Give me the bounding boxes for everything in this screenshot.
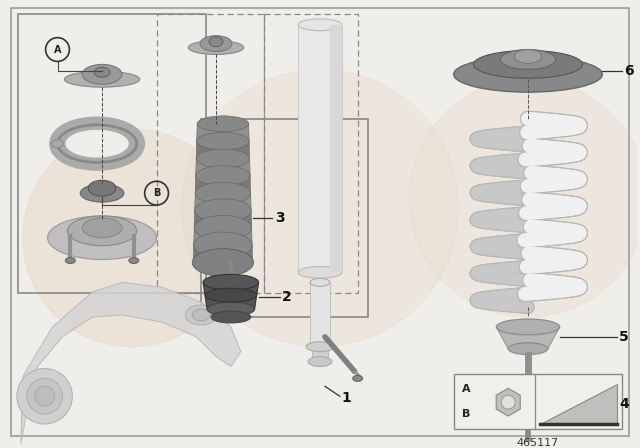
Ellipse shape bbox=[35, 386, 54, 406]
Polygon shape bbox=[195, 193, 251, 211]
Ellipse shape bbox=[200, 36, 232, 52]
Ellipse shape bbox=[65, 130, 129, 158]
Text: B: B bbox=[153, 188, 160, 198]
Ellipse shape bbox=[192, 309, 210, 321]
Ellipse shape bbox=[17, 369, 72, 424]
Polygon shape bbox=[496, 327, 560, 349]
Ellipse shape bbox=[195, 182, 251, 204]
Ellipse shape bbox=[52, 140, 63, 147]
Ellipse shape bbox=[67, 216, 137, 246]
Polygon shape bbox=[193, 245, 253, 263]
Ellipse shape bbox=[186, 305, 217, 325]
Ellipse shape bbox=[205, 288, 257, 302]
Ellipse shape bbox=[65, 258, 76, 263]
Polygon shape bbox=[194, 228, 252, 245]
Circle shape bbox=[23, 129, 241, 347]
Bar bbox=[157, 14, 264, 293]
Bar bbox=[310, 282, 330, 347]
Ellipse shape bbox=[129, 258, 139, 263]
Ellipse shape bbox=[195, 199, 251, 222]
Ellipse shape bbox=[65, 71, 140, 87]
Ellipse shape bbox=[188, 41, 244, 55]
Ellipse shape bbox=[27, 379, 63, 414]
Ellipse shape bbox=[194, 232, 252, 258]
Polygon shape bbox=[196, 141, 250, 159]
Ellipse shape bbox=[493, 389, 563, 409]
Bar bbox=[264, 14, 358, 293]
Ellipse shape bbox=[47, 216, 157, 259]
Bar bbox=[454, 375, 622, 429]
Text: 2: 2 bbox=[282, 290, 292, 304]
Ellipse shape bbox=[353, 375, 363, 381]
Text: 1: 1 bbox=[342, 391, 351, 405]
Ellipse shape bbox=[500, 50, 556, 69]
Ellipse shape bbox=[479, 390, 577, 418]
Ellipse shape bbox=[196, 166, 250, 186]
Ellipse shape bbox=[454, 56, 602, 92]
Ellipse shape bbox=[510, 388, 546, 401]
Ellipse shape bbox=[508, 343, 548, 355]
Polygon shape bbox=[196, 159, 250, 176]
Polygon shape bbox=[194, 211, 252, 228]
Ellipse shape bbox=[203, 274, 259, 290]
Ellipse shape bbox=[197, 116, 249, 132]
Text: B: B bbox=[461, 409, 470, 419]
Ellipse shape bbox=[474, 51, 582, 78]
Ellipse shape bbox=[194, 215, 252, 240]
Bar bbox=[330, 25, 342, 272]
Ellipse shape bbox=[209, 37, 223, 47]
Ellipse shape bbox=[88, 180, 116, 196]
Ellipse shape bbox=[501, 395, 515, 409]
Ellipse shape bbox=[211, 311, 251, 323]
Ellipse shape bbox=[83, 218, 122, 238]
Ellipse shape bbox=[196, 149, 250, 168]
Text: A: A bbox=[54, 44, 61, 55]
Polygon shape bbox=[21, 282, 241, 444]
Circle shape bbox=[409, 79, 640, 317]
Text: 465117: 465117 bbox=[516, 438, 559, 448]
Text: A: A bbox=[461, 384, 470, 394]
Text: 3: 3 bbox=[275, 211, 285, 225]
Bar bbox=[201, 119, 367, 317]
Ellipse shape bbox=[192, 249, 253, 276]
Ellipse shape bbox=[496, 319, 560, 335]
Ellipse shape bbox=[207, 302, 255, 316]
Ellipse shape bbox=[514, 50, 542, 64]
Ellipse shape bbox=[196, 133, 249, 150]
Bar bbox=[312, 347, 328, 362]
Polygon shape bbox=[196, 124, 249, 141]
Ellipse shape bbox=[80, 184, 124, 202]
Polygon shape bbox=[195, 176, 251, 193]
Ellipse shape bbox=[308, 357, 332, 366]
Text: 6: 6 bbox=[624, 65, 634, 78]
Bar bbox=[18, 14, 206, 293]
Ellipse shape bbox=[298, 267, 342, 278]
Circle shape bbox=[181, 69, 459, 347]
Ellipse shape bbox=[306, 342, 334, 352]
Bar bbox=[298, 25, 342, 272]
Polygon shape bbox=[203, 282, 259, 309]
Text: 5: 5 bbox=[619, 330, 629, 344]
Ellipse shape bbox=[83, 65, 122, 84]
Ellipse shape bbox=[298, 19, 342, 31]
Polygon shape bbox=[540, 384, 617, 424]
Ellipse shape bbox=[310, 278, 330, 286]
Text: 4: 4 bbox=[619, 397, 629, 411]
Ellipse shape bbox=[94, 67, 110, 77]
